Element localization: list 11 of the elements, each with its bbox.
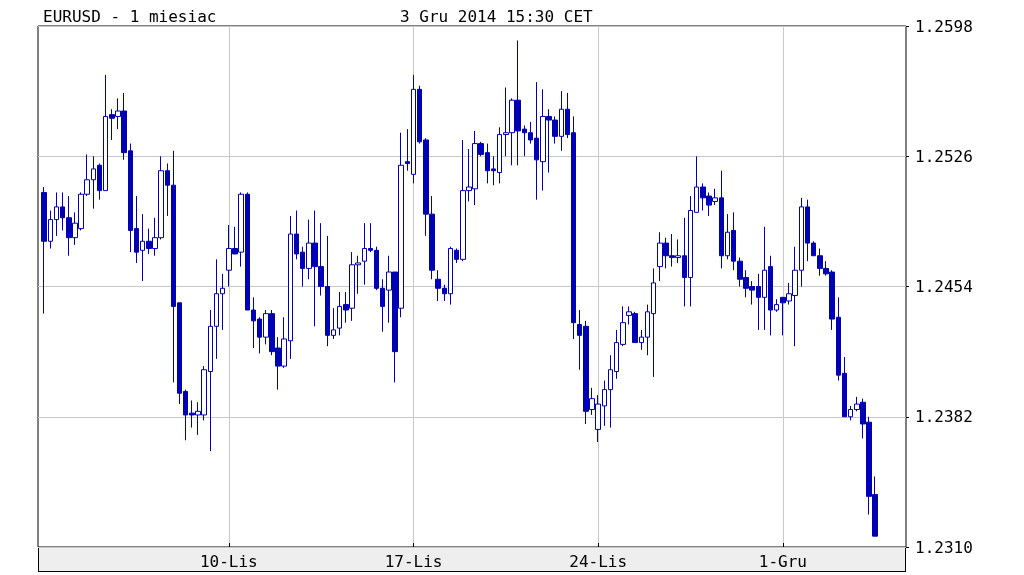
x-tick-label: 1-Gru — [758, 551, 807, 571]
y-tick-label: 1.2598 — [915, 16, 973, 36]
x-tick-label: 17-Lis — [384, 551, 443, 571]
y-tick-label: 1.2526 — [915, 146, 973, 166]
x-tick-label: 10-Lis — [199, 551, 258, 571]
y-tick-label: 1.2454 — [915, 277, 973, 296]
chart-subtitle: 3 Gru 2014 15:30 CET — [400, 6, 594, 26]
chart-title: EURUSD - 1 miesiac — [43, 6, 217, 26]
x-tick-label: 24-Lis — [569, 551, 628, 571]
y-tick-label: 1.2310 — [915, 537, 973, 557]
y-tick-label: 1.2382 — [915, 407, 973, 427]
